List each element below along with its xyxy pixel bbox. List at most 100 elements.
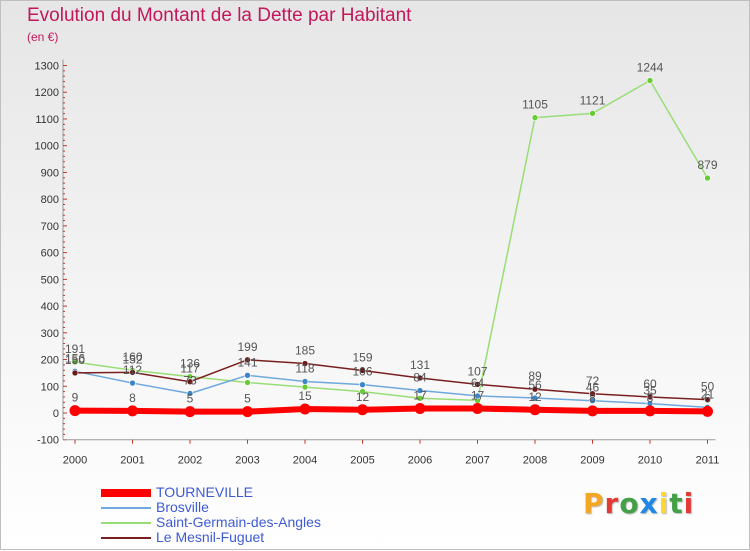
data-label: 106 — [352, 365, 372, 379]
y-tick-label: 300 — [41, 328, 59, 340]
data-label: 879 — [697, 158, 717, 172]
data-label: 72 — [586, 374, 600, 388]
data-label: 8 — [647, 391, 654, 405]
data-point — [587, 405, 598, 417]
data-point — [129, 369, 136, 376]
proxiti-logo: Proxiti — [583, 487, 695, 520]
data-label: 56 — [528, 378, 542, 392]
series-line — [74, 79, 709, 402]
series-line — [74, 359, 709, 401]
x-tick-label: 2005 — [350, 455, 374, 467]
x-tick-label: 2001 — [120, 455, 144, 467]
legend-swatch — [101, 537, 151, 539]
data-label: 160 — [122, 350, 142, 364]
data-point — [414, 402, 426, 414]
x-tick-label: 2002 — [178, 455, 202, 467]
x-tick-label: 2009 — [580, 455, 604, 467]
data-point — [589, 110, 596, 117]
data-point — [646, 77, 654, 84]
data-label: 107 — [467, 364, 487, 378]
legend-item: Saint-Germain-des-Angles — [101, 515, 401, 530]
y-tick-label: 1100 — [35, 114, 59, 126]
x-tick-label: 2004 — [293, 455, 317, 467]
data-point — [186, 390, 194, 397]
legend-label: Le Mesnil-Fuguet — [156, 529, 265, 545]
y-tick-label: -100 — [37, 435, 59, 447]
series-line — [74, 370, 709, 409]
data-label: 6 — [704, 391, 711, 405]
data-label: 1244 — [637, 60, 664, 74]
data-label: 84 — [413, 371, 427, 385]
data-point — [301, 360, 309, 367]
data-label: 21 — [701, 387, 715, 401]
data-point — [244, 372, 251, 379]
y-tick-label: 600 — [41, 248, 59, 260]
data-label: 64 — [471, 376, 485, 390]
data-label: 50 — [701, 380, 715, 394]
data-point — [71, 358, 79, 366]
data-label: 5 — [244, 392, 251, 406]
legend-item: TOURNEVILLE — [101, 485, 401, 500]
data-label: 9 — [72, 391, 79, 405]
chart-title: Evolution du Montant de la Dette par Hab… — [27, 5, 412, 26]
x-tick-label: 2010 — [638, 455, 662, 467]
data-label: 17 — [413, 388, 427, 402]
data-label: 46 — [586, 381, 600, 395]
data-point — [416, 374, 424, 382]
data-label: 152 — [122, 352, 142, 366]
data-point — [531, 114, 539, 121]
data-point — [186, 378, 194, 386]
y-tick-label: 0 — [53, 408, 59, 420]
data-point — [359, 381, 366, 388]
data-point — [531, 385, 539, 393]
y-tick-label: 700 — [41, 221, 59, 233]
data-point — [416, 394, 424, 402]
data-label: 117 — [180, 362, 199, 376]
y-tick-label: 1300 — [35, 61, 59, 73]
data-point — [71, 369, 79, 377]
data-point — [69, 405, 81, 417]
data-label: 12 — [356, 390, 370, 404]
data-label: 1105 — [522, 98, 548, 112]
legend-swatch — [101, 489, 151, 497]
data-point — [644, 405, 656, 417]
data-label: 12 — [528, 390, 542, 404]
legend-swatch — [101, 507, 151, 509]
data-point — [127, 405, 138, 417]
data-point — [416, 387, 424, 394]
y-tick-label: 900 — [41, 167, 59, 179]
data-point — [704, 174, 711, 182]
legend-swatch — [101, 522, 151, 524]
data-point — [357, 404, 368, 416]
data-point — [702, 405, 713, 417]
x-tick-label: 2003 — [235, 455, 259, 467]
data-point — [704, 396, 711, 403]
legend-label: Saint-Germain-des-Angles — [156, 514, 321, 530]
data-point — [472, 402, 483, 414]
data-point — [301, 378, 309, 385]
y-tick-label: 1000 — [35, 141, 59, 153]
data-label: 141 — [237, 355, 257, 369]
data-label: 89 — [528, 369, 542, 383]
y-tick-label: 100 — [41, 381, 59, 393]
chart-unit: (en €) — [27, 30, 59, 44]
data-label: 15 — [298, 389, 312, 403]
data-label: 156 — [65, 351, 85, 365]
data-label: 1121 — [580, 93, 606, 107]
data-point — [474, 381, 481, 388]
data-label: 185 — [295, 344, 315, 358]
data-point — [184, 406, 196, 418]
legend-label: Brosville — [156, 499, 209, 515]
data-label: 5 — [187, 392, 194, 406]
data-label: 8 — [589, 391, 596, 405]
x-tick-label: 2000 — [63, 455, 87, 467]
series-line — [72, 405, 711, 415]
data-label: 60 — [643, 377, 657, 391]
data-label: 118 — [295, 361, 314, 375]
legend: TOURNEVILLE Brosville Saint-Germain-des-An… — [101, 485, 401, 545]
data-label: 73 — [183, 373, 197, 387]
y-tick-label: 1200 — [35, 87, 59, 99]
x-tick-label: 2007 — [465, 455, 489, 467]
data-label: 8 — [129, 391, 136, 405]
